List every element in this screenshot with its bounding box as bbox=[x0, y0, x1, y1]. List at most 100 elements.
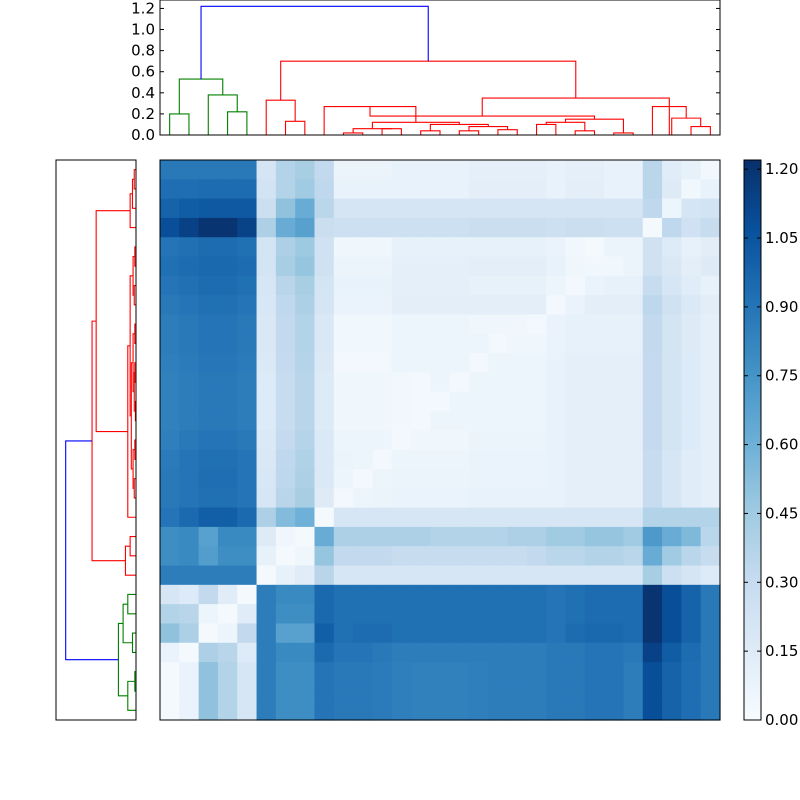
heatmap-cell bbox=[468, 411, 489, 431]
heatmap-cell bbox=[468, 198, 489, 219]
heatmap-cell bbox=[526, 237, 547, 258]
heatmap-cell bbox=[662, 198, 682, 219]
heatmap-cell bbox=[314, 353, 335, 374]
heatmap-cell bbox=[256, 507, 277, 528]
heatmap-cell bbox=[430, 198, 451, 219]
heatmap-cell bbox=[526, 179, 547, 200]
heatmap-cell bbox=[662, 256, 682, 277]
heatmap-cell bbox=[256, 353, 277, 374]
heatmap-cell bbox=[160, 526, 180, 547]
heatmap-cell bbox=[295, 468, 316, 489]
heatmap-cell bbox=[507, 411, 528, 431]
heatmap-cell bbox=[372, 295, 393, 316]
heatmap-cell bbox=[333, 681, 354, 702]
heatmap-cell bbox=[604, 333, 625, 354]
top-dendrogram-link bbox=[536, 123, 557, 135]
heatmap-cell bbox=[584, 604, 605, 625]
heatmap-cell bbox=[314, 662, 335, 682]
heatmap-cell bbox=[642, 546, 663, 567]
heatmap-cell bbox=[198, 372, 219, 393]
heatmap-cell bbox=[488, 333, 509, 354]
heatmap-cell bbox=[546, 546, 567, 567]
heatmap-cell bbox=[449, 430, 470, 451]
heatmap-cell bbox=[488, 681, 509, 702]
heatmap-cell bbox=[391, 217, 412, 238]
heatmap-cell bbox=[217, 372, 238, 393]
left-dendrogram-link bbox=[124, 545, 136, 576]
heatmap-cell bbox=[681, 526, 702, 547]
heatmap-cell bbox=[217, 507, 238, 528]
heatmap-cell bbox=[584, 584, 605, 605]
heatmap-cell bbox=[488, 623, 509, 644]
top-dendrogram-link bbox=[227, 111, 248, 135]
heatmap-cell bbox=[391, 507, 412, 528]
heatmap-cell bbox=[526, 623, 547, 644]
heatmap-cell bbox=[314, 526, 335, 547]
heatmap-cell bbox=[430, 662, 451, 682]
heatmap-cell bbox=[526, 333, 547, 354]
heatmap-cell bbox=[507, 681, 528, 702]
heatmap-cell bbox=[314, 546, 335, 567]
heatmap-cell bbox=[526, 662, 547, 682]
heatmap-cell bbox=[700, 353, 721, 374]
heatmap-cell bbox=[333, 237, 354, 258]
heatmap-cell bbox=[179, 565, 200, 586]
heatmap-cell bbox=[353, 411, 374, 431]
heatmap-cell bbox=[411, 198, 431, 219]
heatmap-cell bbox=[198, 160, 219, 180]
heatmap-cell bbox=[449, 411, 470, 431]
heatmap-cell bbox=[411, 237, 431, 258]
heatmap-cell bbox=[314, 411, 335, 431]
colorbar-tick-label: 1.20 bbox=[765, 160, 798, 178]
heatmap-cell bbox=[584, 430, 605, 451]
heatmap-cell bbox=[372, 449, 393, 470]
heatmap-cell bbox=[584, 546, 605, 567]
heatmap-cell bbox=[507, 507, 528, 528]
heatmap-cell bbox=[623, 333, 644, 354]
left-dendrogram-link bbox=[127, 593, 136, 615]
heatmap-cell bbox=[662, 565, 682, 586]
heatmap-cell bbox=[256, 546, 277, 567]
top-dendrogram-link bbox=[265, 99, 296, 135]
heatmap-cell bbox=[411, 295, 431, 316]
heatmap-cell bbox=[275, 488, 296, 509]
heatmap-cell bbox=[237, 468, 258, 489]
heatmap-cell bbox=[198, 353, 219, 374]
heatmap-cell bbox=[565, 604, 586, 625]
heatmap-cell bbox=[295, 681, 316, 702]
heatmap-cell bbox=[526, 372, 547, 393]
heatmap-cell bbox=[584, 314, 605, 335]
heatmap-cell bbox=[468, 468, 489, 489]
heatmap-cell bbox=[565, 507, 586, 528]
heatmap-cell bbox=[217, 584, 238, 605]
heatmap-cell bbox=[295, 546, 316, 567]
heatmap-cell bbox=[468, 353, 489, 374]
heatmap-cell bbox=[526, 681, 547, 702]
heatmap-cell bbox=[430, 488, 451, 509]
heatmap-cell bbox=[333, 217, 354, 238]
top-dendrogram-link bbox=[342, 132, 364, 135]
heatmap-cell bbox=[526, 198, 547, 219]
heatmap-cell bbox=[700, 179, 721, 200]
heatmap-cell bbox=[700, 526, 721, 547]
heatmap-cell bbox=[546, 449, 567, 470]
heatmap-cell bbox=[411, 488, 431, 509]
heatmap-cell bbox=[237, 700, 258, 721]
heatmap-cell bbox=[217, 160, 238, 180]
heatmap-cell bbox=[449, 468, 470, 489]
heatmap-cell bbox=[314, 488, 335, 509]
left-dendrogram-link bbox=[129, 193, 136, 229]
heatmap-cell bbox=[353, 604, 374, 625]
heatmap-cell bbox=[198, 411, 219, 431]
heatmap-cell bbox=[314, 468, 335, 489]
heatmap-cell bbox=[333, 430, 354, 451]
heatmap-cell bbox=[623, 700, 644, 721]
heatmap-cell bbox=[217, 565, 238, 586]
heatmap-cell bbox=[623, 217, 644, 238]
heatmap-cell bbox=[565, 391, 586, 412]
heatmap-cell bbox=[642, 237, 663, 258]
heatmap-cell bbox=[700, 430, 721, 451]
heatmap-cell bbox=[662, 488, 682, 509]
heatmap-cell bbox=[256, 160, 277, 180]
heatmap-cell bbox=[160, 449, 180, 470]
